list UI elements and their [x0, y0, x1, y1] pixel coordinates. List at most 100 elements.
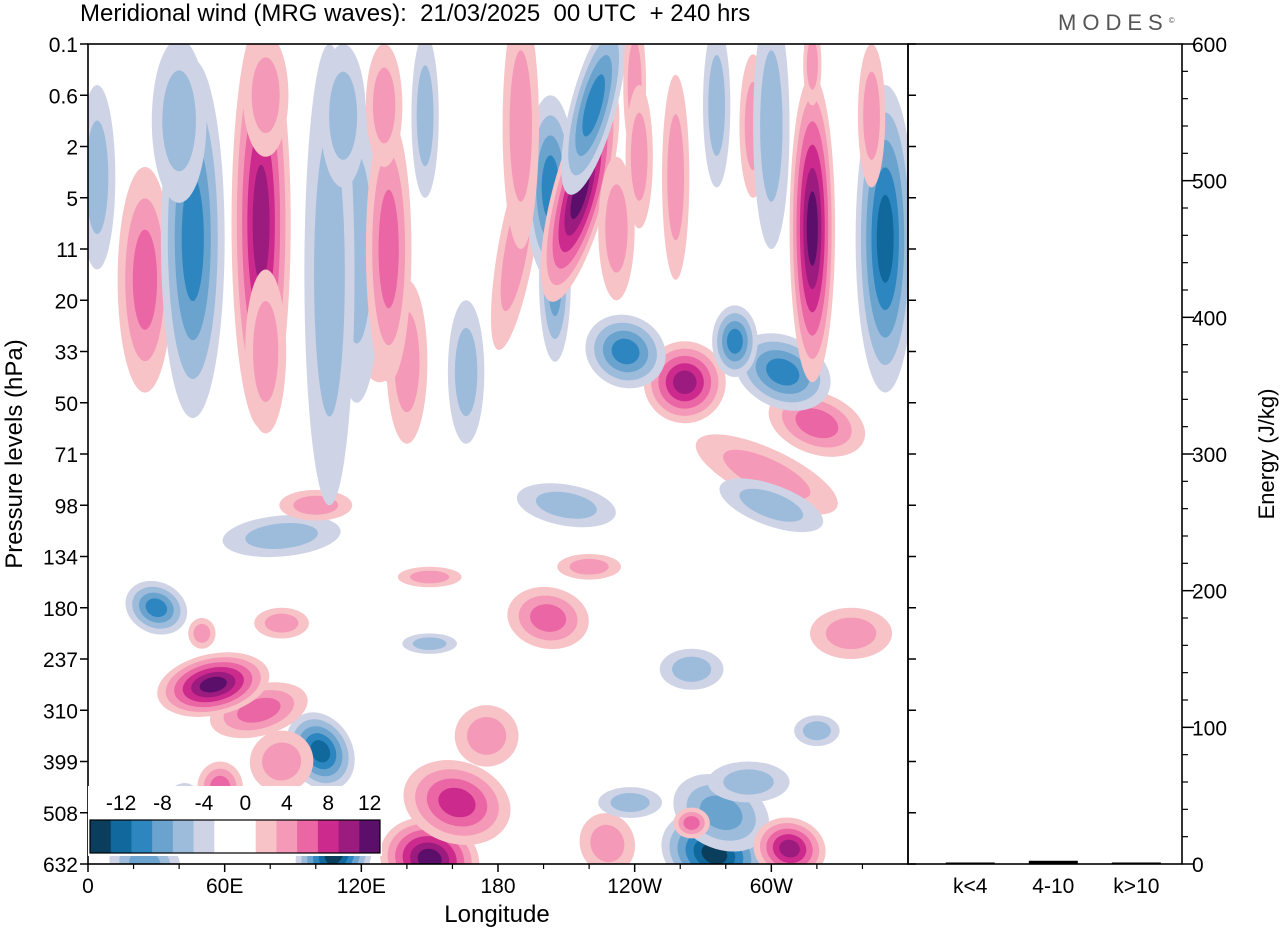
colorbar-label: 0 — [240, 792, 252, 815]
wind-anomaly-negative — [712, 305, 758, 378]
energy-bar — [1028, 860, 1078, 865]
colorbar-swatch — [317, 820, 340, 853]
y-tick-label: 508 — [43, 803, 78, 826]
contour-level — [582, 74, 605, 137]
energy-tick-label: 400 — [1192, 307, 1227, 330]
contour-level — [739, 488, 804, 522]
contour-level — [699, 795, 743, 830]
contour-level — [569, 558, 609, 575]
wind-anomaly-negative — [598, 787, 662, 818]
y-tick-label: 237 — [43, 649, 78, 672]
wavenumber-label: k<4 — [953, 875, 988, 898]
colorbar-swatch — [172, 820, 195, 853]
contour-level — [310, 740, 331, 763]
energy-tick-label: 200 — [1192, 581, 1227, 604]
x-tick-label: 60W — [750, 875, 793, 898]
longitude-axis-label: Longitude — [444, 901, 549, 928]
contour-level — [605, 184, 628, 273]
y-tick-label: 310 — [43, 700, 78, 723]
y-tick-label: 399 — [43, 752, 78, 775]
contour-level — [611, 338, 640, 365]
contour-level — [88, 120, 109, 235]
contour-level — [466, 716, 507, 755]
wind-anomaly-positive — [454, 705, 519, 767]
pressure-axis-label: Pressure levels (hPa) — [1, 339, 28, 568]
wind-contour-field — [88, 44, 908, 864]
energy-axis-label: Energy (J/kg) — [1254, 389, 1279, 520]
wind-anomaly-negative — [753, 44, 790, 249]
y-tick-label: 11 — [56, 239, 78, 262]
colorbar-swatch — [152, 820, 174, 853]
contour-level — [667, 114, 685, 241]
contour-level — [760, 50, 783, 202]
contour-level — [708, 55, 726, 156]
contour-level — [372, 67, 396, 144]
wavenumber-axis: k<4 4-10 k>10 — [953, 875, 1159, 898]
energy-bar — [945, 862, 995, 865]
wind-anomaly-negative — [88, 85, 116, 270]
energy-bar — [1111, 862, 1161, 865]
contour-level — [410, 570, 450, 584]
contour-level — [416, 65, 434, 167]
contour-level — [825, 617, 877, 650]
colorbar-swatch — [214, 820, 236, 853]
contour-level — [673, 370, 697, 394]
y-tick-label: 2 — [66, 137, 78, 160]
wind-anomaly-positive — [365, 115, 412, 383]
contour-level — [723, 449, 811, 500]
wind-anomaly-negative — [561, 44, 627, 195]
contour-level — [509, 50, 532, 202]
colorbar-swatch — [297, 820, 319, 853]
wind-anomaly-negative — [719, 478, 824, 533]
wind-anomaly-positive — [188, 618, 216, 649]
colorbar-swatch — [255, 820, 277, 853]
wind-anomaly-positive — [625, 85, 653, 229]
contour-level — [378, 189, 399, 309]
modes-logo: MODES© — [1058, 10, 1175, 36]
colorbar-swatch — [359, 820, 381, 853]
contour-level — [264, 613, 299, 633]
contour-level — [132, 229, 158, 330]
contour-level — [412, 637, 447, 650]
y-tick-label: 134 — [43, 547, 78, 570]
y-tick-label: 33 — [55, 342, 78, 365]
colorbar-label: 8 — [322, 792, 334, 815]
wind-anomaly-positive — [245, 269, 287, 434]
longitude-axis: 0 60E 120E 180 120W 60W — [82, 864, 864, 898]
wind-anomaly-positive — [557, 553, 621, 580]
wind-anomaly-negative — [125, 580, 188, 635]
contour-level — [314, 132, 345, 417]
wind-anomaly-negative — [585, 314, 666, 389]
contour-level — [262, 742, 302, 781]
energy-tick-label: 600 — [1192, 34, 1227, 57]
wind-anomaly-negative — [447, 300, 485, 444]
contour-level — [590, 824, 625, 863]
contour-level — [162, 70, 196, 172]
energy-tick-label: 100 — [1192, 717, 1227, 740]
wind-anomaly-negative — [222, 514, 341, 558]
wind-anomaly-positive — [365, 44, 403, 167]
contour-level — [181, 176, 204, 302]
logo-mark: © — [1168, 16, 1175, 25]
wind-anomaly-positive — [502, 44, 539, 249]
colorbar-legend: -12 -8 -4 0 4 8 12 — [88, 786, 382, 856]
wind-anomaly-positive — [643, 341, 726, 424]
colorbar-swatch — [235, 820, 257, 853]
pressure-axis: 0.1 0.6 2 5 11 20 33 50 71 98 134 180 237 310 399 508 63… — [43, 34, 916, 877]
x-tick-label: 120E — [337, 875, 386, 898]
wind-anomaly-negative — [402, 633, 457, 654]
energy-tick-label: 300 — [1192, 444, 1227, 467]
contour-level — [806, 44, 818, 90]
colorbar-label: -8 — [153, 792, 172, 815]
wind-anomaly-negative — [151, 44, 207, 203]
energy-tick-label: 0 — [1192, 854, 1204, 877]
contour-level — [252, 164, 270, 282]
colorbar-swatch — [193, 820, 215, 853]
contour-level — [726, 328, 743, 354]
wind-anomaly-positive — [673, 807, 710, 839]
colorbar-swatch — [276, 820, 298, 853]
chart-title: Meridional wind (MRG waves): 21/03/2025 … — [80, 0, 751, 27]
contour-level — [802, 721, 831, 741]
y-tick-label: 632 — [43, 854, 78, 877]
